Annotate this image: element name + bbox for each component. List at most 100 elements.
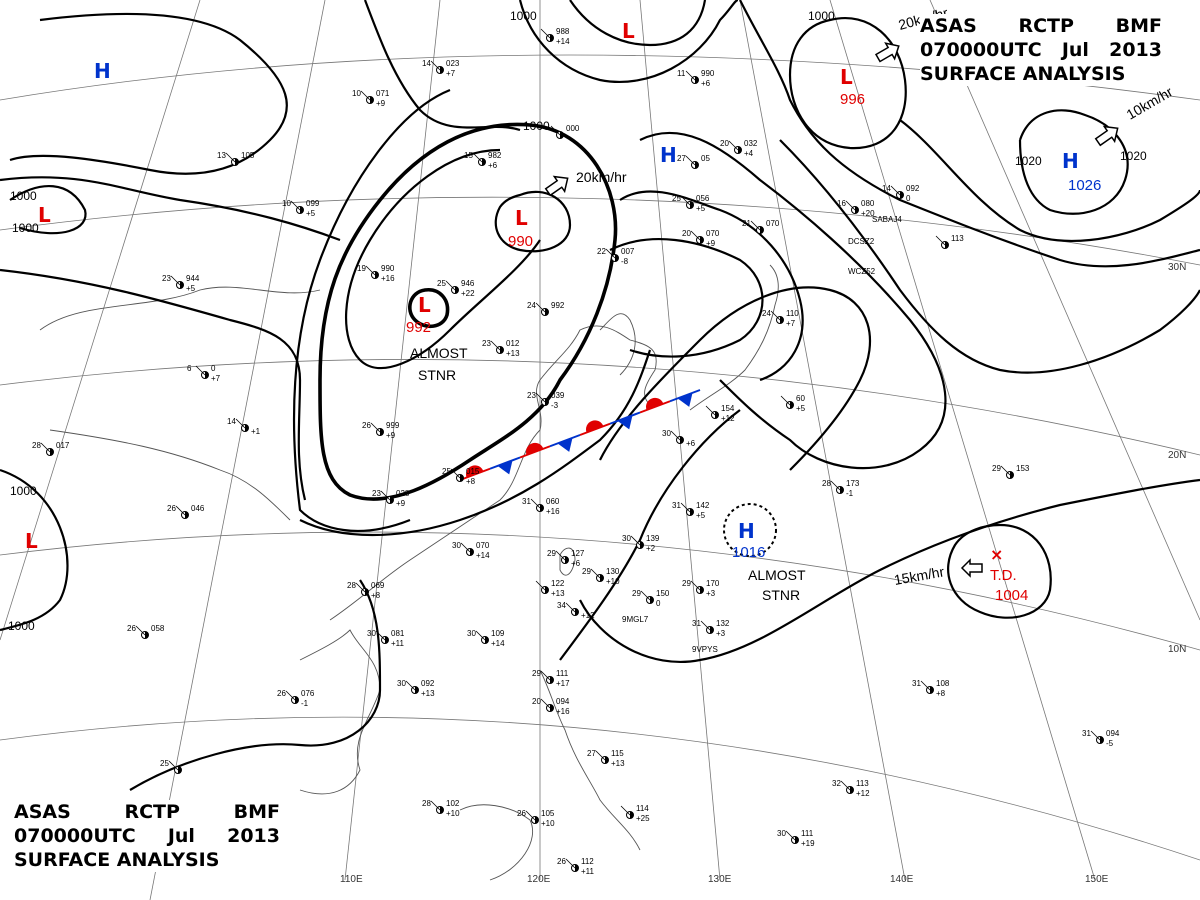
station-pressure-tendency: +14 <box>556 37 570 46</box>
analysis-time: 070000UTC <box>920 39 1042 61</box>
station-pressure: 990 <box>381 264 395 273</box>
warm-front-semicircle <box>646 397 664 411</box>
station-temperature: 30 <box>467 629 476 638</box>
isobar-label: 1000 <box>12 221 39 235</box>
station-temperature: 30 <box>452 541 461 550</box>
latitude-label: 30N <box>1168 262 1186 273</box>
cloud-cover-fill <box>700 586 704 594</box>
station-temperature: 6 <box>187 364 192 373</box>
wind-barb-icon <box>690 580 701 591</box>
cloud-cover-fill <box>695 161 699 169</box>
station-plot: 28 069+8 <box>347 581 385 600</box>
isobar-central-loop <box>609 238 764 358</box>
wind-barb-icon <box>685 70 696 81</box>
station-plot: 114+25 <box>620 804 650 823</box>
agency-code: ASAS <box>14 801 71 823</box>
wind-barb-icon <box>750 220 761 231</box>
low-center-symbol: L <box>622 19 635 43</box>
station-plot: 154+12 <box>705 404 735 423</box>
station-plot: 28 017 <box>32 441 70 456</box>
warm-front-segments <box>459 397 671 481</box>
station-plot: 11 990+6 <box>677 69 715 88</box>
station-temperature: 26 <box>362 421 371 430</box>
cloud-cover-fill <box>710 626 714 634</box>
station-temperature: 30 <box>777 829 786 838</box>
cloud-cover-fill <box>235 158 239 166</box>
station-temperature: 31 <box>672 501 681 510</box>
station-plot: 26 058 <box>127 624 165 639</box>
station-pressure: 990 <box>701 69 715 78</box>
station-temperature: 31 <box>692 619 701 628</box>
station-pressure: 070 <box>766 219 780 228</box>
station-pressure-tendency: +13 <box>421 689 435 698</box>
station-plot: 29 127+6 <box>547 549 585 568</box>
title-block-bottom: ASAS RCTP BMF 070000UTC Jul 2013 SURFACE… <box>14 800 280 872</box>
station-temperature: 29 <box>632 589 641 598</box>
station-plot: 23 039-3 <box>527 391 565 410</box>
wind-barb-icon <box>840 780 851 791</box>
station-pressure: 153 <box>1016 464 1030 473</box>
station-temperature: 14 <box>227 417 236 426</box>
cloud-cover-fill <box>560 131 564 139</box>
station-temperature: 31 <box>912 679 921 688</box>
station-pressure-tendency: +12 <box>856 789 870 798</box>
station-plot: 25 015+8 <box>442 467 480 486</box>
analysis-year: 2013 <box>1109 39 1162 61</box>
cloud-cover-fill <box>695 76 699 84</box>
station-pressure-tendency: +13 <box>611 759 625 768</box>
station-pressure: 015 <box>466 467 480 476</box>
station-temperature: 28 <box>422 799 431 808</box>
station-plot: 28 102+10 <box>422 799 460 818</box>
high-center-symbol: H <box>94 59 111 83</box>
wind-barb-icon <box>565 602 576 613</box>
cloud-cover-fill <box>630 811 634 819</box>
station-pressure: 130 <box>606 567 620 576</box>
station-pressure-tendency: +20 <box>861 209 875 218</box>
high-center-symbol: H <box>660 143 677 167</box>
station-pressure-tendency: 0 <box>656 599 661 608</box>
station-pressure-tendency: -1 <box>301 699 309 708</box>
wind-barb-icon <box>525 810 536 821</box>
meridian-150e <box>829 0 1096 881</box>
station-plot: 20 032+4 <box>720 139 758 158</box>
cold-front-triangle <box>497 460 513 475</box>
station-pressure: 109 <box>491 629 505 638</box>
wind-barb-icon <box>605 248 616 259</box>
cloud-cover-fill <box>550 704 554 712</box>
cloud-cover-fill <box>500 346 504 354</box>
ship-id: WCZ52 <box>848 267 876 276</box>
station-temperature: 16 <box>837 199 846 208</box>
station-pressure-tendency: -1 <box>846 489 854 498</box>
station-plot: 34 +12 <box>557 601 595 620</box>
station-pressure: 154 <box>721 404 735 413</box>
station-pressure: 944 <box>186 274 200 283</box>
station-plot: 23 944+5 <box>162 274 200 293</box>
cloud-cover-fill <box>605 756 609 764</box>
wind-barb-icon <box>1090 730 1101 741</box>
isobar-1016-high-dotted <box>723 503 777 557</box>
station-pressure-tendency: +5 <box>306 209 316 218</box>
warm-front-semicircle <box>586 420 604 433</box>
meridian-160e <box>929 0 1200 621</box>
meridian-90e <box>0 0 201 641</box>
wind-barb-icon <box>1000 465 1011 476</box>
station-pressure: 139 <box>646 534 660 543</box>
station-plot: 29 153 <box>992 464 1030 479</box>
station-pressure: 111 <box>801 829 814 838</box>
station-pressure: 058 <box>151 624 165 633</box>
station-pressure-tendency: +12 <box>721 414 735 423</box>
movement-arrow-icon <box>874 42 900 63</box>
wind-barb-icon <box>890 185 901 196</box>
isobar-subtropical-1 <box>599 286 872 471</box>
cold-front-triangle <box>557 437 573 452</box>
station-pressure: 988 <box>556 27 570 36</box>
station-pressure: 039 <box>551 391 565 400</box>
wind-barb-icon <box>590 568 601 579</box>
isobar-996-low <box>788 17 907 150</box>
cloud-cover-fill <box>295 696 299 704</box>
longitude-label: 110E <box>340 874 363 885</box>
wind-barb-icon <box>785 830 796 841</box>
station-plot: 25 946+22 <box>437 279 475 298</box>
station-plot: 26 112+11 <box>557 857 595 876</box>
station-plot: 14 +1 <box>227 417 261 436</box>
